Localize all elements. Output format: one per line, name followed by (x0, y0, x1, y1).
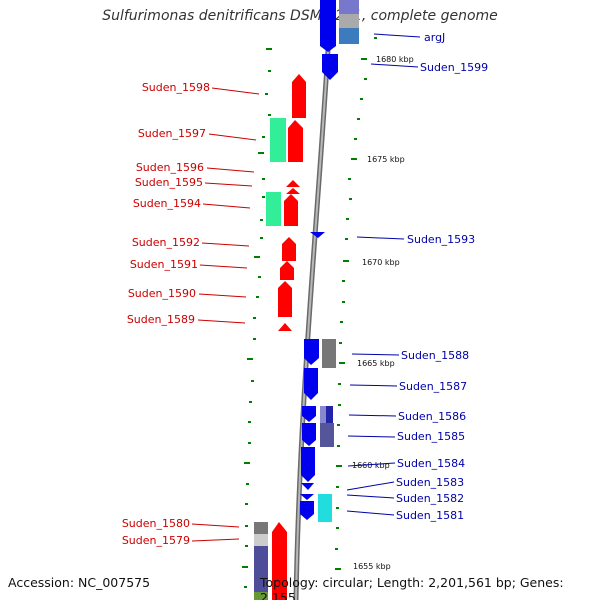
gene-suden-1588 (304, 339, 319, 365)
gene-label: Suden_1587 (399, 380, 467, 393)
left-gene-labels: Suden_1598 Suden_1597 Suden_1596 Suden_1… (122, 81, 210, 547)
gene-suden-1592 (282, 237, 296, 261)
gene-suden-1581 (300, 501, 314, 520)
gene-label: Suden_1585 (397, 430, 465, 443)
gene-label: Suden_1580 (122, 517, 190, 530)
right-features (318, 0, 359, 522)
gene-label: Suden_1588 (401, 349, 469, 362)
gene-label: Suden_1579 (122, 534, 190, 547)
gene-label: Suden_1592 (132, 236, 200, 249)
left-callout-lines (191, 87, 260, 542)
gene-label: Suden_1586 (398, 410, 466, 423)
plus-strand-genes (300, 0, 338, 520)
gene-label: Suden_1597 (138, 127, 206, 140)
gene-label: argJ (424, 31, 445, 44)
scale-label: 1655 kbp (353, 562, 391, 571)
gene-suden-1594 (284, 194, 298, 226)
topology-text: Topology: circular; Length: 2,201,561 bp… (260, 575, 564, 600)
scale-label: 1660 kbp (352, 461, 390, 470)
gene-label: Suden_1584 (397, 457, 465, 470)
gene-label: Suden_1589 (127, 313, 195, 326)
gene-suden-1590 (278, 281, 292, 317)
gene-suden-1584 (301, 447, 315, 482)
gene-suden-1587 (304, 368, 318, 400)
scale-labels: 1680 kbp 1675 kbp 1670 kbp 1665 kbp 1660… (352, 55, 414, 571)
gene-suden-1582 (300, 494, 314, 500)
gene-label: Suden_1593 (407, 233, 475, 246)
gene-suden-1598 (292, 74, 306, 118)
gene-suden-1595 (286, 188, 300, 194)
right-dotted-ticks (335, 37, 377, 570)
right-gene-labels: argJ Suden_1599 Suden_1593 Suden_1588 Su… (396, 31, 488, 522)
scale-label: 1665 kbp (357, 359, 395, 368)
gene-label: Suden_1591 (130, 258, 198, 271)
gene-label: Suden_1581 (396, 509, 464, 522)
scale-label: 1670 kbp (362, 258, 400, 267)
accession-text: Accession: NC_007575 (8, 575, 151, 590)
left-features (254, 118, 286, 600)
gene-label: Suden_1599 (420, 61, 488, 74)
scale-label: 1675 kbp (367, 155, 405, 164)
gene-label: Suden_1582 (396, 492, 464, 505)
gene-suden-1596 (286, 180, 300, 187)
gene-suden-1599 (322, 54, 338, 80)
gene-argj (320, 0, 336, 52)
gene-suden-1579 (272, 550, 287, 560)
gene-suden-1591 (280, 261, 294, 280)
gene-label: Suden_1583 (396, 476, 464, 489)
gene-suden-1583 (301, 483, 314, 490)
gene-suden-1597 (288, 120, 303, 162)
gene-label: Suden_1596 (136, 161, 204, 174)
gene-label: Suden_1590 (128, 287, 196, 300)
gene-label: Suden_1595 (135, 176, 203, 189)
map-title: Sulfurimonas denitrificans DSM 1251, com… (102, 8, 498, 24)
gene-suden-1589 (278, 323, 292, 331)
gene-suden-1580 (272, 522, 287, 600)
backbone (293, 0, 334, 600)
gene-suden-1585 (302, 423, 316, 446)
gene-suden-1593 (310, 232, 325, 238)
gene-label: Suden_1598 (142, 81, 210, 94)
gene-suden-1586 (302, 406, 316, 422)
left-dotted-ticks (242, 48, 272, 588)
right-callout-lines (346, 33, 421, 516)
gene-label: Suden_1594 (133, 197, 201, 210)
scale-label: 1680 kbp (376, 55, 414, 64)
minus-strand-genes (272, 74, 306, 600)
